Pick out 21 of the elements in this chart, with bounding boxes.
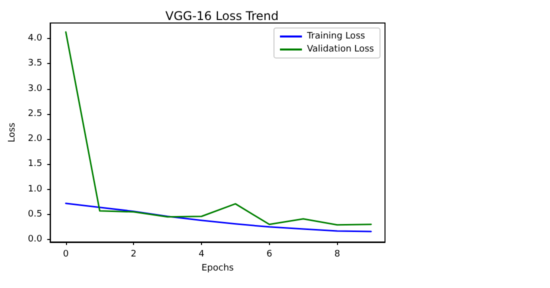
legend-label: Training Loss: [306, 32, 366, 42]
y-tick-label: 1.5: [28, 159, 42, 170]
x-tick-label: 4: [198, 250, 205, 260]
y-tick-label: 4.0: [28, 34, 42, 44]
y-tick-label: 0.0: [28, 234, 42, 244]
x-tick-label: 8: [334, 250, 340, 260]
y-tick-label: 1.0: [28, 184, 42, 194]
y-tick-label: 3.5: [28, 58, 42, 69]
y-tick-label: 3.0: [28, 84, 42, 94]
chart-title: VGG-16 Loss Trend: [165, 9, 279, 23]
line-series: [65, 202, 372, 232]
legend-label: Validation Loss: [306, 44, 374, 54]
x-axis-title: Epochs: [201, 264, 234, 274]
y-tick-label: 2.0: [28, 134, 42, 144]
y-tick-label: 0.5: [28, 209, 42, 220]
y-tick-label: 2.5: [28, 108, 42, 119]
line-series: [65, 31, 372, 226]
x-tick-label: 2: [130, 250, 137, 260]
y-axis-title: Loss: [8, 122, 18, 142]
x-tick-label: 0: [62, 250, 69, 260]
x-tick-label: 6: [266, 250, 272, 260]
